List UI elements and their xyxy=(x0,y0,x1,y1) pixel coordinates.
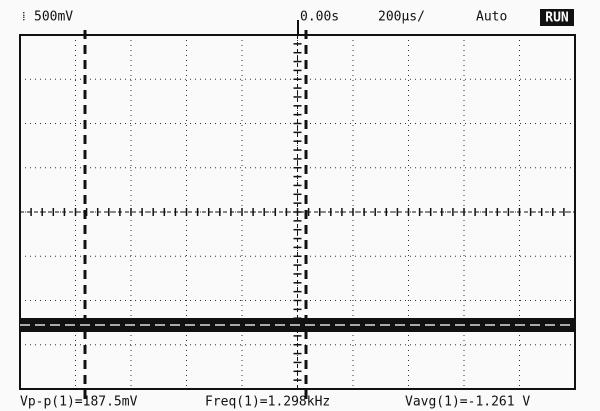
run-state: RUN xyxy=(545,11,569,26)
time-scale: 200µs/ xyxy=(378,10,425,25)
measurement: Freq(1)=1.298kHz xyxy=(205,395,330,410)
channel-icon: ⁞ xyxy=(22,10,26,25)
measurement: Vavg(1)=-1.261 V xyxy=(405,395,530,410)
run-badge xyxy=(540,9,574,26)
channel-scale: 500mV xyxy=(34,10,73,25)
measurement: Vp-p(1)=187.5mV xyxy=(20,395,138,410)
time-offset: 0.00s xyxy=(300,10,339,25)
trigger-mode: Auto xyxy=(476,10,507,25)
